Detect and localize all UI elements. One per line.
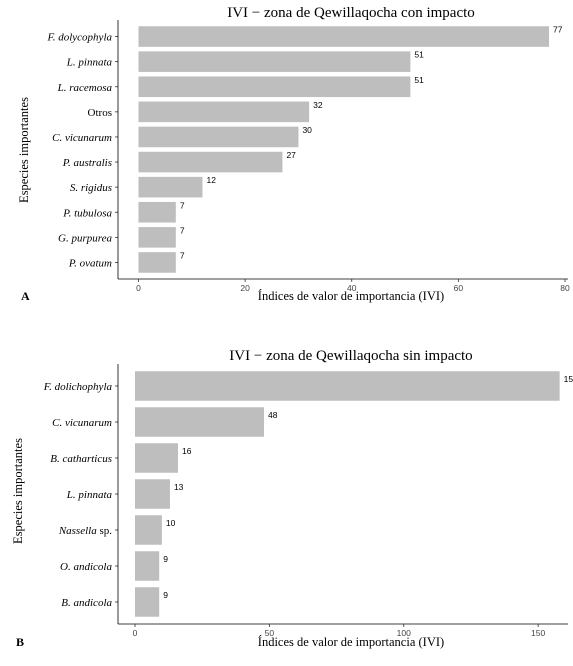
category-label: C. vicunarum <box>52 417 112 429</box>
category-label: Nassella sp. <box>58 525 112 537</box>
bar <box>135 443 178 473</box>
chart-panel-a: IVI − zona de Qewillaqocha con impacto E… <box>17 5 570 303</box>
category-label: O. andicola <box>60 561 112 573</box>
data-label: 27 <box>286 150 296 160</box>
data-label: 30 <box>302 125 312 135</box>
x-tick-label: 0 <box>136 283 141 293</box>
category-label: B. catharticus <box>50 453 112 465</box>
panel-label: B <box>16 635 24 649</box>
axes-layer: F. dolichophyla C. vicunarum B. catharticu… <box>43 364 568 638</box>
data-label: 7 <box>180 200 185 210</box>
x-tick-label: 20 <box>240 283 250 293</box>
data-label: 12 <box>206 175 216 185</box>
category-label: Otros <box>88 107 112 119</box>
bar <box>135 407 264 437</box>
data-label: 48 <box>268 410 278 420</box>
data-label: 77 <box>553 25 563 35</box>
bar <box>138 151 283 173</box>
data-label: 32 <box>313 100 323 110</box>
data-label: 13 <box>174 482 184 492</box>
bar <box>135 587 160 617</box>
x-axis-title: Índices de valor de importancia (IVI) <box>258 635 444 649</box>
bar <box>135 551 160 581</box>
data-label: 16 <box>182 446 192 456</box>
category-label: P. ovatum <box>68 257 112 269</box>
data-label: 51 <box>414 50 424 60</box>
x-tick-label: 50 <box>265 628 275 638</box>
x-tick-label: 60 <box>454 283 464 293</box>
x-tick-label: 80 <box>560 283 570 293</box>
bar <box>135 371 560 401</box>
category-label: F. dolycophyla <box>46 32 112 44</box>
y-axis-title: Especies importantes <box>11 438 25 544</box>
bar <box>138 201 176 223</box>
bar <box>138 76 411 98</box>
bar <box>138 126 299 148</box>
category-label: C. vicunarum <box>52 132 112 144</box>
bar <box>138 176 203 198</box>
category-label: P. australis <box>62 157 112 169</box>
category-label: L. pinnata <box>66 57 113 69</box>
bar <box>138 252 176 273</box>
data-label: 7 <box>180 225 185 235</box>
data-label: 9 <box>163 590 168 600</box>
category-label: F. dolichophyla <box>43 381 113 393</box>
category-label: L. racemosa <box>57 82 113 94</box>
bar <box>138 227 176 248</box>
category-label: B. andicola <box>61 597 112 609</box>
bar <box>135 479 170 509</box>
chart-panel-b: IVI − zona de Qewillaqocha sin impacto E… <box>11 348 573 649</box>
x-tick-label: 150 <box>531 628 545 638</box>
bar <box>138 51 411 72</box>
bar <box>138 101 310 123</box>
category-label: S. rigidus <box>70 182 112 194</box>
bar <box>138 26 550 47</box>
category-label: P. tubulosa <box>62 207 112 219</box>
x-tick-label: 100 <box>397 628 411 638</box>
x-tick-label: 40 <box>347 283 357 293</box>
panel-label: A <box>21 289 30 303</box>
bar <box>135 515 162 545</box>
category-label: G. purpurea <box>58 232 112 244</box>
x-axis-title: Índices de valor de importancia (IVI) <box>258 289 444 303</box>
data-label: 158 <box>564 374 573 384</box>
y-axis-title: Especies importantes <box>17 97 31 203</box>
data-label: 51 <box>414 75 424 85</box>
chart-title: IVI − zona de Qewillaqocha con impacto <box>227 5 475 21</box>
chart-title: IVI − zona de Qewillaqocha sin impacto <box>229 348 472 364</box>
data-label: 7 <box>180 250 185 260</box>
bars-layer: 158 48 16 13 10 9 9 <box>135 371 573 617</box>
category-label: L. pinnata <box>66 489 113 501</box>
axes-layer: F. dolycophyla L. pinnata L. racemosa Otros… <box>46 20 570 293</box>
x-tick-label: 0 <box>133 628 138 638</box>
data-label: 9 <box>163 554 168 564</box>
data-label: 10 <box>166 518 176 528</box>
